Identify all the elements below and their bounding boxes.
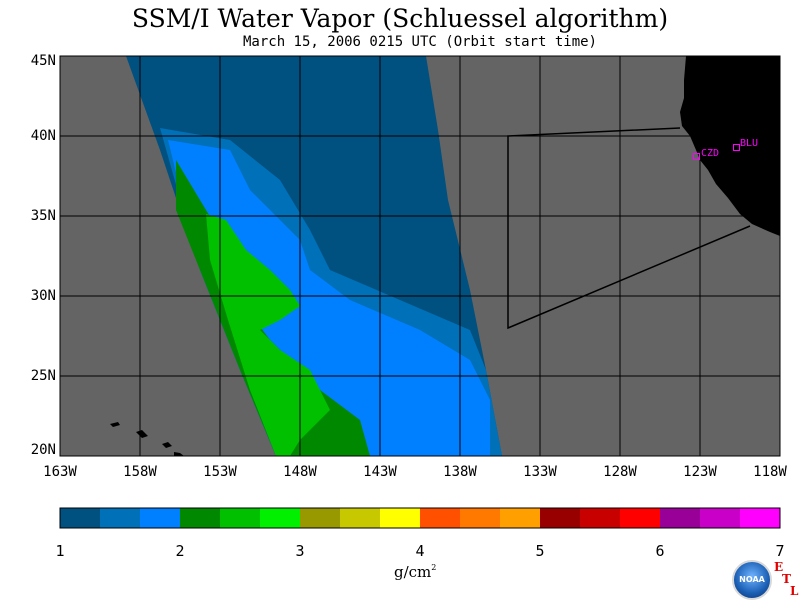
- colorbar-segment: [180, 508, 221, 528]
- colorbar-tick-label: 2: [175, 542, 185, 560]
- colorbar-tick-label: 5: [535, 542, 545, 560]
- graticule: [60, 56, 780, 456]
- lon-label: 143W: [363, 464, 397, 480]
- lon-label: 118W: [753, 464, 787, 480]
- colorbar-segment: [100, 508, 141, 528]
- noaa-logo: NOAA: [732, 560, 772, 600]
- lat-label: 45N: [30, 53, 56, 69]
- etl-letter: L: [790, 584, 799, 598]
- colorbar-segment: [300, 508, 341, 528]
- colorbar-segment: [60, 508, 101, 528]
- colorbar-segment: [340, 508, 381, 528]
- map-frame: [59, 55, 781, 457]
- noaa-logo-text: NOAA: [739, 575, 765, 584]
- colorbar-segment: [580, 508, 621, 528]
- map-subtitle: March 15, 2006 0215 UTC (Orbit start tim…: [242, 34, 597, 50]
- lat-label: 30N: [30, 288, 56, 304]
- site-label-blu: BLU: [740, 138, 759, 149]
- units-superscript: 2: [431, 563, 437, 572]
- map-title: SSM/I Water Vapor (Schluessel algorithm): [131, 4, 669, 33]
- lon-label: 138W: [443, 464, 477, 480]
- land-hawaii: [110, 422, 184, 456]
- lat-label: 35N: [30, 208, 56, 224]
- colorbar-segment: [660, 508, 701, 528]
- colorbar-segment: [460, 508, 501, 528]
- land-california: [680, 56, 780, 236]
- site-marker-blu: [733, 144, 740, 151]
- lat-label: 25N: [30, 368, 56, 384]
- lon-label: 158W: [123, 464, 157, 480]
- colorbar-segment: [140, 508, 181, 528]
- lon-label: 148W: [283, 464, 317, 480]
- site-label-czd: CZD: [701, 148, 720, 159]
- colorbar-tick-label: 7: [775, 542, 785, 560]
- colorbar-segment: [540, 508, 581, 528]
- domain-outline: [507, 127, 751, 330]
- colorbar-tick-label: 4: [415, 542, 425, 560]
- units-text: g/cm: [394, 563, 432, 581]
- colorbar-segment: [700, 508, 741, 528]
- lon-label: 163W: [43, 464, 77, 480]
- swath-level-3: [206, 214, 330, 456]
- colorbar-tick-label: 3: [295, 542, 305, 560]
- etl-letter: E: [774, 560, 784, 574]
- lat-label: 20N: [30, 442, 56, 458]
- etl-letter: T: [782, 572, 791, 586]
- colorbar-segment: [740, 508, 781, 528]
- colorbar-frame: [59, 507, 781, 529]
- lon-label: 153W: [203, 464, 237, 480]
- site-marker-czd: [693, 153, 700, 160]
- colorbar-segment: [380, 508, 421, 528]
- colorbar-segment: [620, 508, 661, 528]
- colorbar-segment: [220, 508, 261, 528]
- colorbar-segment: [260, 508, 301, 528]
- colorbar-tick-label: 1: [55, 542, 65, 560]
- lon-label: 128W: [603, 464, 637, 480]
- colorbar-segment: [500, 508, 541, 528]
- colorbar: [60, 508, 781, 528]
- colorbar-tick-label: 6: [655, 542, 665, 560]
- lat-label: 40N: [30, 128, 56, 144]
- lon-label: 123W: [683, 464, 717, 480]
- colorbar-units: g/cm2: [394, 563, 436, 581]
- lon-label: 133W: [523, 464, 557, 480]
- colorbar-segment: [420, 508, 461, 528]
